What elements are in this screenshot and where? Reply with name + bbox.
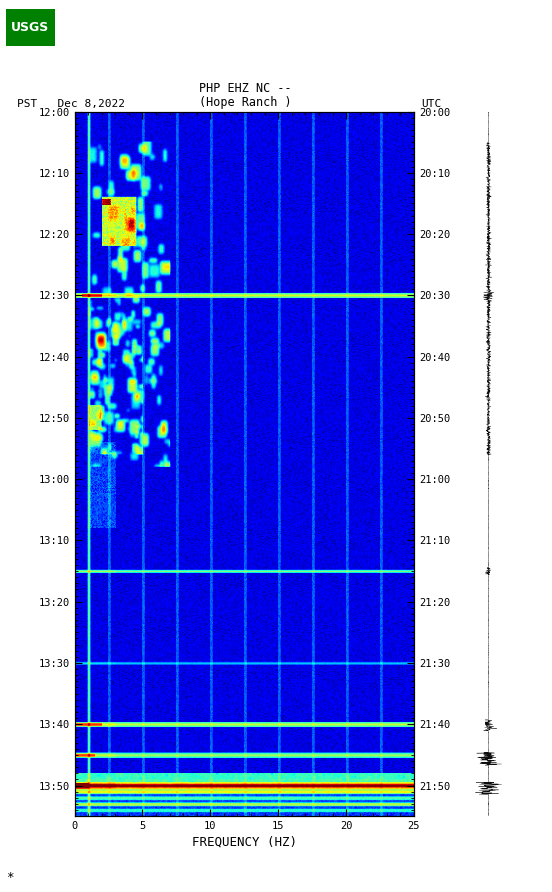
Text: PST   Dec 8,2022: PST Dec 8,2022 xyxy=(17,99,125,109)
Text: (Hope Ranch ): (Hope Ranch ) xyxy=(199,95,292,109)
X-axis label: FREQUENCY (HZ): FREQUENCY (HZ) xyxy=(192,835,297,848)
Text: UTC: UTC xyxy=(421,99,442,109)
Text: PHP EHZ NC --: PHP EHZ NC -- xyxy=(199,81,292,95)
Text: USGS: USGS xyxy=(11,21,50,34)
Text: *: * xyxy=(6,871,13,884)
